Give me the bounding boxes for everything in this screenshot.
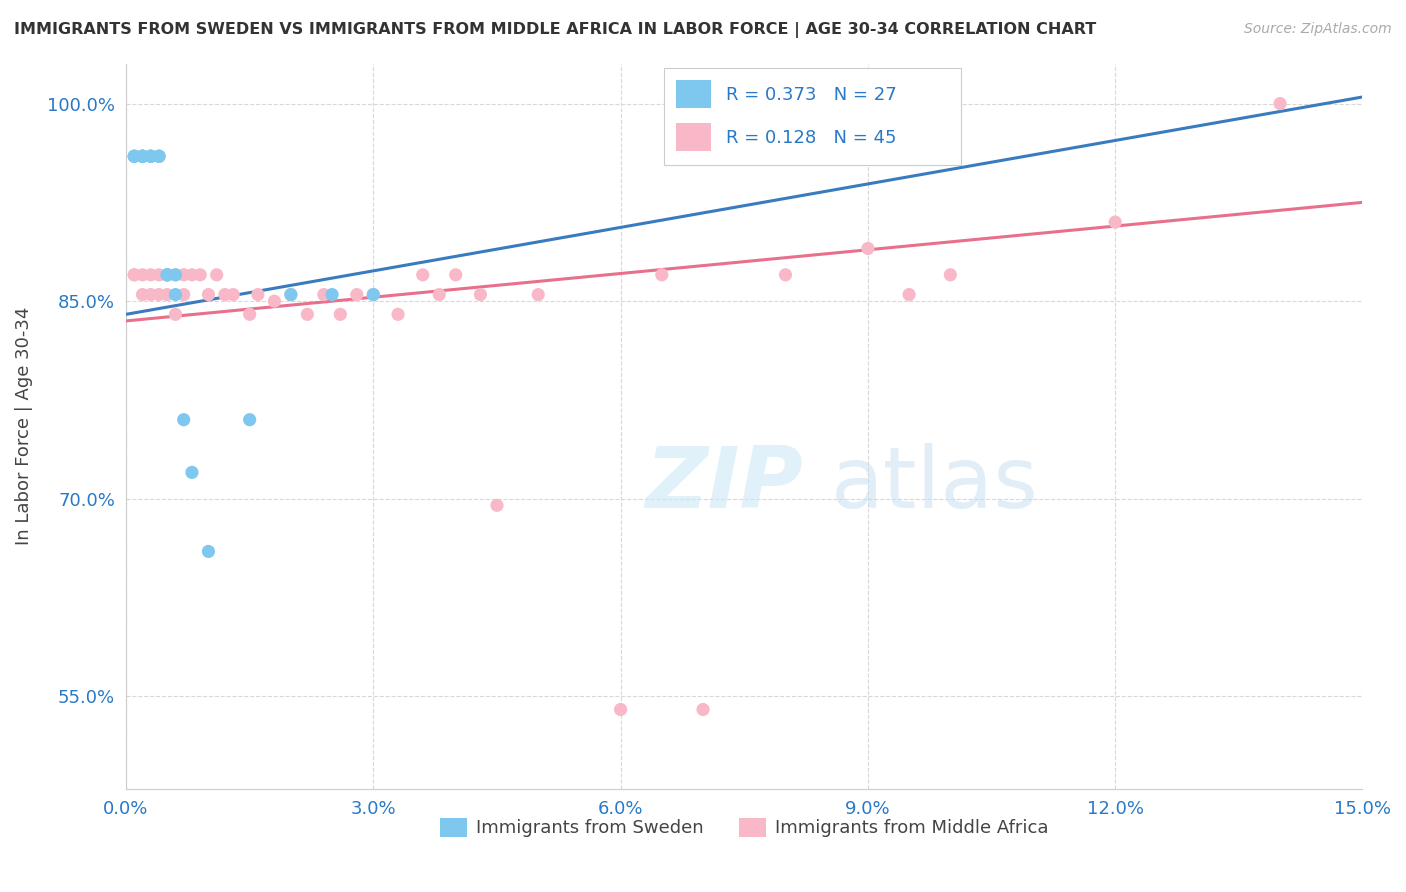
FancyBboxPatch shape: [664, 68, 960, 166]
Point: [181, 268, 204, 282]
FancyBboxPatch shape: [676, 80, 711, 108]
Point: [165, 268, 187, 282]
Point: [148, 149, 170, 163]
Point: [165, 268, 187, 282]
Point: [156, 268, 179, 282]
Point: [139, 149, 162, 163]
Point: [329, 307, 352, 321]
Point: [898, 287, 921, 301]
Point: [205, 268, 228, 282]
Point: [165, 307, 187, 321]
Point: [156, 268, 179, 282]
Point: [148, 287, 170, 301]
Point: [122, 149, 145, 163]
Text: Source: ZipAtlas.com: Source: ZipAtlas.com: [1244, 22, 1392, 37]
Point: [692, 702, 714, 716]
Point: [156, 268, 179, 282]
Point: [527, 287, 550, 301]
Text: IMMIGRANTS FROM SWEDEN VS IMMIGRANTS FROM MIDDLE AFRICA IN LABOR FORCE | AGE 30-: IMMIGRANTS FROM SWEDEN VS IMMIGRANTS FRO…: [14, 22, 1097, 38]
Point: [122, 149, 145, 163]
Point: [173, 413, 195, 427]
Point: [856, 242, 879, 256]
Point: [131, 149, 153, 163]
Point: [139, 287, 162, 301]
Point: [139, 149, 162, 163]
Point: [312, 287, 335, 301]
Point: [131, 149, 153, 163]
Point: [363, 287, 385, 301]
Point: [214, 287, 236, 301]
Point: [131, 149, 153, 163]
Point: [263, 294, 285, 309]
Point: [387, 307, 409, 321]
Point: [131, 149, 153, 163]
Text: atlas: atlas: [831, 442, 1039, 525]
Point: [165, 287, 187, 301]
Point: [939, 268, 962, 282]
Point: [775, 268, 797, 282]
Point: [412, 268, 434, 282]
Point: [197, 544, 219, 558]
Point: [321, 287, 343, 301]
Point: [122, 268, 145, 282]
Point: [148, 268, 170, 282]
Point: [122, 268, 145, 282]
Point: [156, 287, 179, 301]
Point: [148, 149, 170, 163]
Point: [139, 268, 162, 282]
Text: R = 0.128   N = 45: R = 0.128 N = 45: [725, 129, 896, 147]
Point: [181, 466, 204, 480]
Point: [470, 287, 492, 301]
Point: [239, 413, 262, 427]
Text: ZIP: ZIP: [645, 442, 803, 525]
Point: [246, 287, 269, 301]
Point: [188, 268, 211, 282]
Y-axis label: In Labor Force | Age 30-34: In Labor Force | Age 30-34: [15, 307, 32, 546]
Point: [427, 287, 450, 301]
Point: [280, 287, 302, 301]
Point: [239, 307, 262, 321]
Point: [297, 307, 319, 321]
Point: [485, 499, 508, 513]
Point: [122, 149, 145, 163]
Point: [1268, 96, 1291, 111]
Point: [156, 268, 179, 282]
Point: [363, 287, 385, 301]
Point: [609, 702, 631, 716]
Text: R = 0.373   N = 27: R = 0.373 N = 27: [725, 87, 897, 104]
FancyBboxPatch shape: [676, 123, 711, 151]
Point: [444, 268, 467, 282]
Point: [346, 287, 368, 301]
Point: [131, 287, 153, 301]
Point: [131, 149, 153, 163]
Point: [173, 268, 195, 282]
Point: [651, 268, 673, 282]
Point: [148, 149, 170, 163]
Point: [173, 287, 195, 301]
Point: [222, 287, 245, 301]
Legend: Immigrants from Sweden, Immigrants from Middle Africa: Immigrants from Sweden, Immigrants from …: [432, 811, 1056, 845]
Point: [1104, 215, 1126, 229]
Point: [131, 268, 153, 282]
Point: [280, 287, 302, 301]
Point: [139, 149, 162, 163]
Point: [139, 149, 162, 163]
Point: [197, 287, 219, 301]
